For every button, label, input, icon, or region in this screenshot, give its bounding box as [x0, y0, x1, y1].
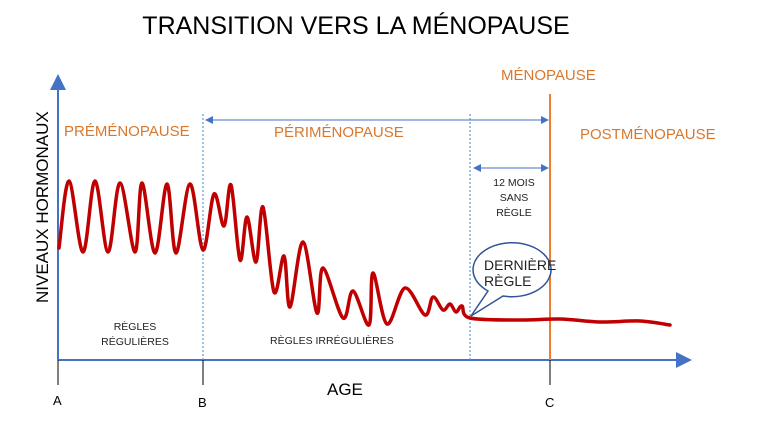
tick-label-c: C — [545, 395, 555, 410]
x-axis-label: AGE — [327, 380, 363, 399]
tick-label-b: B — [198, 395, 207, 410]
last-period-line1: DERNIÈRE — [484, 257, 557, 273]
twelve-months-line2: SANS — [499, 192, 529, 204]
tick-label-a: A — [53, 393, 62, 408]
last-period-line2: RÈGLE — [484, 273, 532, 289]
twelve-months-line3: RÈGLE — [496, 207, 532, 219]
phase-perimenopause: PÉRIMÉNOPAUSE — [274, 124, 404, 141]
phase-postmenopause: POSTMÉNOPAUSE — [580, 126, 716, 143]
regular-note-line2: RÉGULIÈRES — [101, 336, 169, 348]
phase-premenopause: PRÉMÉNOPAUSE — [64, 123, 190, 140]
last-period-callout — [470, 242, 552, 317]
last-period-callout-text: DERNIÈRE RÈGLE — [484, 257, 556, 289]
irregular-periods-note: RÈGLES IRRÉGULIÈRES — [270, 335, 394, 347]
phase-menopause: MÉNOPAUSE — [501, 67, 596, 84]
y-axis-label: NIVEAUX HORMONAUX — [33, 111, 52, 303]
twelve-months-note: 12 MOIS SANS RÈGLE — [482, 176, 546, 221]
twelve-months-line1: 12 MOIS — [493, 177, 535, 189]
diagram-title: TRANSITION VERS LA MÉNOPAUSE — [142, 12, 570, 40]
regular-periods-note: RÈGLES RÉGULIÈRES — [100, 320, 170, 350]
hormone-level-curve — [57, 179, 672, 327]
regular-note-line1: RÈGLES — [113, 321, 157, 333]
